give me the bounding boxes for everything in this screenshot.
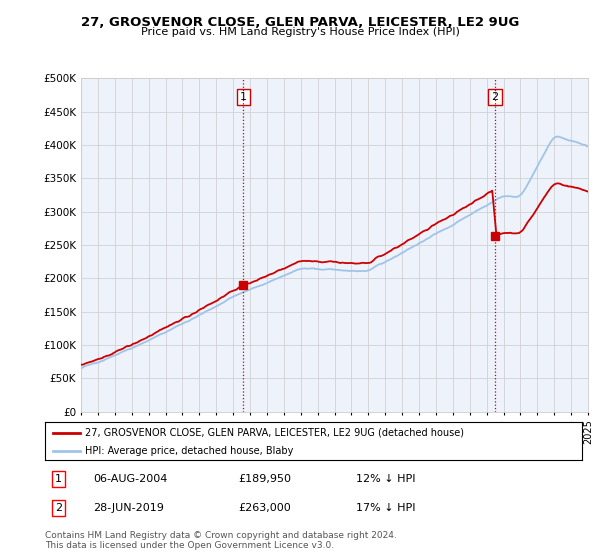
Text: 1: 1 [240,92,247,102]
Text: 17% ↓ HPI: 17% ↓ HPI [356,503,416,513]
Text: Contains HM Land Registry data © Crown copyright and database right 2024.
This d: Contains HM Land Registry data © Crown c… [45,531,397,550]
Text: £263,000: £263,000 [238,503,291,513]
Text: HPI: Average price, detached house, Blaby: HPI: Average price, detached house, Blab… [85,446,293,456]
Text: 28-JUN-2019: 28-JUN-2019 [94,503,164,513]
Text: 27, GROSVENOR CLOSE, GLEN PARVA, LEICESTER, LE2 9UG: 27, GROSVENOR CLOSE, GLEN PARVA, LEICEST… [81,16,519,29]
Text: 2: 2 [491,92,499,102]
Text: Price paid vs. HM Land Registry's House Price Index (HPI): Price paid vs. HM Land Registry's House … [140,27,460,37]
Text: 1: 1 [55,474,62,484]
Text: 27, GROSVENOR CLOSE, GLEN PARVA, LEICESTER, LE2 9UG (detached house): 27, GROSVENOR CLOSE, GLEN PARVA, LEICEST… [85,427,464,437]
Text: £189,950: £189,950 [238,474,292,484]
Text: 06-AUG-2004: 06-AUG-2004 [94,474,168,484]
Text: 2: 2 [55,503,62,513]
Text: 12% ↓ HPI: 12% ↓ HPI [356,474,416,484]
